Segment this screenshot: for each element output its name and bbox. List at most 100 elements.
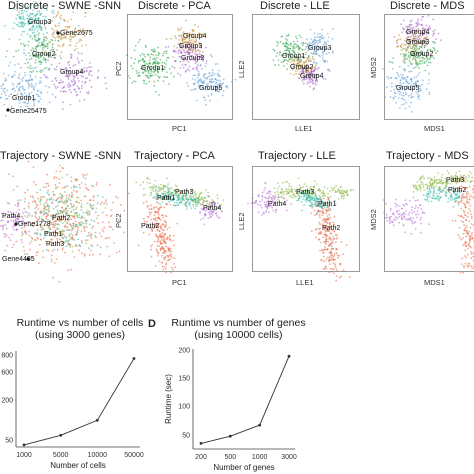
axis-label-pc1: PC1 (172, 124, 187, 133)
x-tick-label: 50000 (124, 452, 144, 459)
cluster-label-group3: Group3 (28, 19, 51, 26)
cluster-label-path3: Path3 (175, 189, 193, 196)
group3-points (4, 0, 80, 56)
cluster-label-path2: Path2 (448, 187, 466, 194)
axis-label-mds1: MDS1 (424, 124, 445, 133)
data-point (59, 433, 63, 437)
panel-title-trajectory-mds: Trajectory - MDS (386, 150, 469, 162)
axis-label-mds2-b: MDS2 (369, 209, 378, 230)
runtime-genes-title-text: Runtime vs number of genes (171, 317, 306, 329)
scatter-discrete-swne: Group3 Gene2675 Group2 Group4 Group1 Gene2547… (0, 0, 108, 117)
cluster-label-gene2675: Gene2675 (60, 30, 93, 37)
plot-frame-trajectory-lle (252, 166, 360, 272)
cluster-label-group1: Group1 (141, 65, 164, 72)
plot-frame-discrete-pca (127, 14, 233, 120)
cluster-label-gene1778: Gene1778 (18, 221, 51, 228)
y-tick-label: 600 (1, 370, 13, 377)
group3-points (296, 27, 334, 65)
scatter-trajectory-mds: Path3 Path2 (382, 169, 474, 274)
axis-label-lle1: LLE1 (295, 124, 313, 133)
panel-title-trajectory-swne: Trajectory - SWNE -SNN (0, 150, 122, 162)
cluster-label-group5: Group5 (199, 85, 222, 92)
axis-label-mds1-b: MDS1 (424, 278, 445, 287)
axis-label-pc2-b: PC2 (114, 213, 123, 228)
axis-label-pc1-b: PC1 (172, 278, 187, 287)
path4-points (0, 199, 37, 247)
plot-frame-trajectory-mds (384, 166, 474, 272)
cluster-label-path4: Path4 (2, 213, 20, 220)
path4-points (247, 182, 292, 216)
group4-points (298, 60, 331, 91)
x-tick-label: 1000 (252, 454, 268, 461)
x-tick-label: 1000 (16, 452, 32, 459)
x-tick-label: 3000 (281, 454, 297, 461)
data-point (22, 443, 26, 447)
cluster-label-path3: Path3 (296, 189, 314, 196)
path3-points (14, 164, 107, 261)
path4-points (382, 196, 430, 235)
path3-points (135, 176, 225, 212)
cluster-label-group5: Group5 (396, 85, 419, 92)
runtime-cells-subtitle: (using 3000 genes) (35, 329, 125, 341)
cluster-label-group4: Group4 (183, 33, 206, 40)
cluster-label-path2: Path2 (322, 225, 340, 232)
path2-points (310, 197, 351, 282)
panel-title-trajectory-lle: Trajectory - LLE (258, 150, 336, 162)
scatter-discrete-pca: Group4 Group3 Group1 Group2 Group5 (125, 19, 237, 106)
axis-label-lle2-b: LLE2 (237, 212, 246, 230)
axis-label-lle1-b: LLE1 (296, 278, 314, 287)
y-tick-label: 50 (5, 438, 13, 445)
cluster-label-group1: Group1 (282, 53, 305, 60)
cluster-label-gene25475: Gene25475 (10, 108, 47, 115)
group5-points (382, 61, 431, 113)
cluster-label-group2: Group2 (32, 51, 55, 58)
x-tick-label: 10000 (88, 452, 108, 459)
panel-title-trajectory-pca: Trajectory - PCA (134, 150, 215, 162)
x-tick-label: 5000 (53, 452, 69, 459)
cluster-label-group4: Group4 (60, 69, 83, 76)
scatter-trajectory-lle: Path3 Path4 Path1 Path2 (247, 177, 355, 282)
data-point (228, 434, 232, 438)
panel-title-discrete-pca: Discrete - PCA (138, 0, 211, 12)
gene-marker (6, 108, 10, 112)
x-axis-title: Number of genes (213, 463, 274, 472)
panel-label-d: D (148, 318, 156, 330)
data-point (287, 354, 291, 358)
path1-points (150, 183, 203, 210)
cluster-label-group3: Group3 (179, 43, 202, 50)
x-tick-label: 200 (195, 454, 207, 461)
cluster-label-path4: Path4 (268, 201, 286, 208)
data-point (132, 357, 136, 360)
y-tick-label: 200 (178, 348, 190, 355)
data-point (199, 442, 203, 445)
gene-marker (56, 31, 60, 35)
x-tick-label: 500 (224, 454, 236, 461)
runtime-cells-title-text: Runtime vs number of cells (16, 317, 144, 329)
cluster-label-group2: Group2 (290, 64, 313, 71)
group3-points (164, 37, 212, 76)
y-tick-label: 150 (178, 376, 190, 383)
runtime-genes-subtitle: (using 10000 cells) (194, 329, 283, 341)
gene-marker (26, 257, 30, 261)
gene-marker (14, 222, 18, 226)
cluster-label-path2: Path2 (52, 215, 70, 222)
data-point (95, 418, 99, 422)
axis-label-pc2: PC2 (114, 61, 123, 76)
data-point (258, 423, 262, 427)
y-tick-label: 100 (178, 404, 190, 411)
y-tick-label: 50 (182, 433, 190, 440)
plot-frame-discrete-mds (384, 14, 474, 120)
runtime-genes-title: Runtime vs number of genes (using 10000 … (166, 317, 311, 341)
cluster-label-group2: Group2 (410, 51, 433, 58)
runtime-cells-title: Runtime vs number of cells (using 3000 g… (10, 317, 150, 341)
group5-points (0, 49, 58, 117)
plot-frame-trajectory-pca (127, 166, 233, 272)
cluster-label-path1: Path1 (157, 195, 175, 202)
runtime-line (23, 358, 135, 446)
cluster-label-path1: Path1 (318, 201, 336, 208)
cluster-label-group2: Group2 (181, 55, 204, 62)
cluster-label-path4: Path4 (203, 205, 221, 212)
